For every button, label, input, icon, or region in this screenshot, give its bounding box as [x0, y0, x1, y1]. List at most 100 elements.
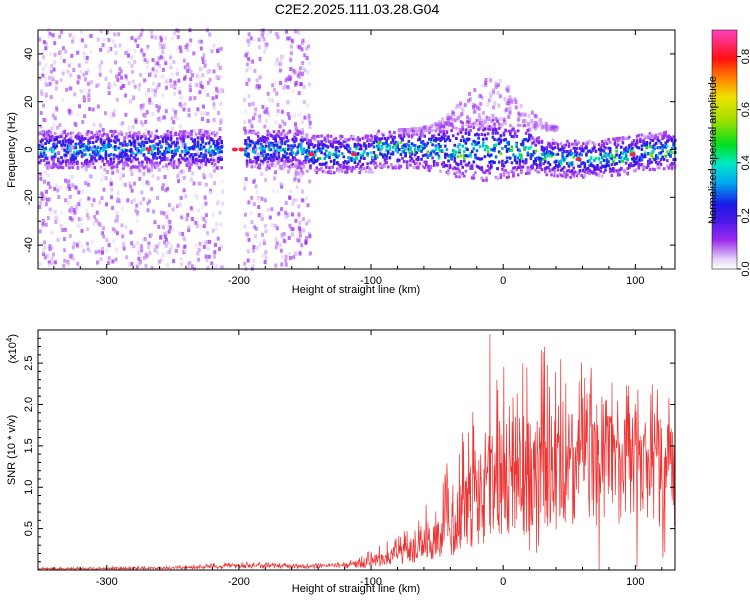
spectrogram-cell [574, 146, 577, 150]
spectrogram-cell [423, 153, 426, 157]
spectrogram-cell [59, 55, 63, 60]
spectrogram-cell [283, 155, 287, 159]
spectrogram-cell [490, 153, 493, 157]
spectrogram-cell [90, 203, 94, 208]
spectrogram-cell [203, 241, 207, 246]
spectrogram-cell [201, 85, 204, 90]
spectrogram-cell [257, 198, 261, 203]
spectrogram-cell [429, 166, 433, 170]
spectrogram-cell [130, 69, 134, 74]
spectrogram-cell [556, 143, 560, 147]
spectrogram-cell [453, 143, 457, 147]
spectrogram-cell [261, 104, 265, 109]
spectrogram-cell [285, 158, 288, 162]
spectrogram-cell [504, 145, 507, 148]
spectrogram-cell [401, 150, 404, 153]
spectrogram-cell [516, 124, 520, 128]
spectrogram-cell [401, 137, 404, 141]
spectrogram-cell [171, 154, 174, 158]
spectrogram-cell [153, 92, 157, 97]
spectrogram-cell [280, 158, 284, 162]
spectrogram-cell [328, 156, 331, 160]
spectrogram-cell [133, 84, 137, 89]
snr-frame [37, 329, 676, 571]
spectrogram-cell [103, 138, 107, 143]
spectrogram-x-ticks: -300 -200 -100 0 100 [53, 30, 663, 287]
spectrogram-cell [526, 171, 530, 175]
spectrogram-cell [523, 161, 526, 165]
spectrogram-cell [607, 164, 610, 168]
spectrogram-cell [320, 134, 323, 138]
spectrogram-cell [331, 165, 334, 169]
spectrogram-cell [191, 73, 195, 78]
spectrogram-cell [594, 156, 598, 160]
spectrogram-cell [114, 154, 117, 158]
spectrogram-cell [41, 145, 44, 149]
spectrogram-cell [288, 36, 291, 41]
spectrogram-cell [173, 91, 177, 96]
spectrogram-cell [52, 165, 55, 169]
spectrogram-cell [80, 135, 84, 139]
spectrogram-cell [383, 158, 387, 162]
spectrogram-cell [48, 32, 52, 37]
spectrogram-cell [589, 157, 593, 161]
spectrogram-cell [569, 150, 572, 154]
spectrogram-cell [142, 166, 146, 170]
spectrogram-cell [257, 196, 261, 200]
spectrogram-cell [294, 29, 298, 34]
spectrogram-cell [333, 171, 336, 175]
spectrogram-cell [580, 174, 583, 177]
spectrogram-cell [125, 162, 129, 167]
spectrogram-cell [141, 135, 144, 138]
spectrogram-cell [101, 247, 105, 251]
spectrogram-cell [71, 166, 74, 170]
spectrogram-cell [597, 157, 601, 161]
spectrogram-cell [82, 148, 85, 152]
spectrogram-cell [635, 141, 639, 145]
spectrogram-cell [605, 159, 609, 163]
spectrogram-cell [245, 164, 249, 168]
spectrogram-cell [317, 146, 320, 150]
spectrogram-cell [183, 158, 187, 162]
spectrogram-cell [196, 136, 200, 140]
spectrogram-cell [165, 231, 169, 235]
spectrogram-cell [215, 86, 219, 91]
spectrogram-cell [71, 158, 74, 162]
spectrogram-cell [526, 122, 530, 127]
spectrogram-cell [199, 143, 203, 147]
spectrogram-cell [432, 163, 436, 167]
spectrogram-cell [425, 143, 428, 147]
spectrogram-cell [195, 132, 198, 136]
spectrogram-cell [369, 138, 373, 142]
spectrogram-cell [154, 61, 158, 66]
spectrogram-cell [382, 155, 385, 159]
spectrogram-cell [303, 53, 307, 58]
spectrogram-cell [109, 139, 112, 143]
spectrogram-cell [534, 168, 537, 172]
spectrogram-cell [201, 73, 205, 78]
spectrogram-cell [38, 146, 41, 150]
spectrogram-cell [451, 152, 455, 156]
spectrogram-cell [103, 167, 107, 172]
spectrogram-cell [308, 231, 311, 236]
spectrogram-cell [608, 170, 612, 174]
spectrogram-cell [283, 131, 287, 136]
spectrogram-cell [559, 173, 563, 177]
spectrogram-cell [250, 131, 254, 135]
snr-y-label: SNR (10 * v/v) [6, 415, 18, 485]
spectrogram-cell [187, 66, 191, 71]
spectrogram-cell [355, 155, 358, 158]
spectrogram-cell [277, 129, 281, 133]
spectrogram-cell [198, 159, 201, 163]
spectrogram-cell [529, 134, 533, 138]
spectrogram-cell [151, 173, 155, 178]
spectrogram-cell [68, 208, 72, 213]
spectrogram-cell [255, 84, 259, 89]
spectrogram-cell [61, 166, 65, 170]
spectrogram-cell [47, 263, 51, 268]
spectrogram-cell [635, 155, 639, 159]
spectrogram-cell [174, 164, 177, 168]
spectrogram-cell [169, 242, 173, 247]
spectrogram-cell [514, 100, 518, 105]
spectrogram-cell [513, 130, 517, 134]
